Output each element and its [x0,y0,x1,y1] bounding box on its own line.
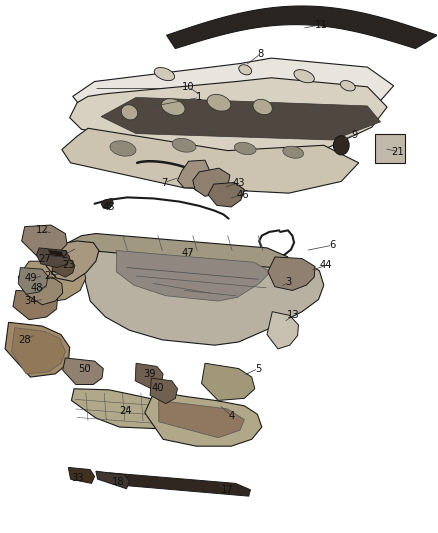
Ellipse shape [239,64,251,75]
Polygon shape [159,400,244,438]
Text: 28: 28 [18,335,31,345]
Text: 50: 50 [78,364,91,374]
Polygon shape [208,182,244,207]
Text: 17: 17 [221,485,234,495]
Text: 40: 40 [152,383,164,393]
Polygon shape [64,233,288,268]
Text: 5: 5 [255,364,261,374]
Text: 1: 1 [196,92,202,102]
Polygon shape [68,467,95,483]
Polygon shape [96,471,130,489]
Text: 10: 10 [182,82,195,92]
Text: 43: 43 [233,177,245,188]
Ellipse shape [234,142,256,155]
FancyBboxPatch shape [375,134,405,163]
Text: 6: 6 [329,240,336,250]
Polygon shape [48,249,64,257]
Polygon shape [145,391,262,446]
Polygon shape [18,268,48,294]
Polygon shape [12,328,65,374]
Polygon shape [105,473,251,496]
Polygon shape [13,290,57,320]
Text: 11: 11 [315,20,328,30]
Ellipse shape [110,141,136,156]
Ellipse shape [121,105,138,120]
Polygon shape [36,248,70,268]
Ellipse shape [207,94,231,111]
Text: 34: 34 [24,296,37,306]
Text: 13: 13 [287,310,300,320]
Polygon shape [177,160,210,191]
Polygon shape [18,261,86,303]
Text: 8: 8 [258,49,264,59]
Circle shape [333,136,349,155]
Polygon shape [268,257,315,290]
Polygon shape [71,389,177,429]
Ellipse shape [294,70,314,83]
Text: 3: 3 [286,278,292,287]
Text: 39: 39 [143,369,155,379]
Text: 2: 2 [61,250,67,260]
Text: 4: 4 [229,411,235,422]
Ellipse shape [253,99,272,115]
Text: 48: 48 [30,283,43,293]
Polygon shape [52,257,75,277]
Polygon shape [193,168,230,196]
Polygon shape [43,241,99,281]
Ellipse shape [340,80,355,91]
Text: 27: 27 [38,254,51,263]
Polygon shape [21,225,67,257]
Text: 9: 9 [351,130,357,140]
Text: 49: 49 [24,273,37,283]
Polygon shape [70,78,387,152]
Polygon shape [166,6,437,49]
Polygon shape [62,128,359,193]
Ellipse shape [283,146,304,158]
Polygon shape [5,322,70,377]
Polygon shape [117,251,271,301]
Text: 24: 24 [119,406,131,416]
Text: 25: 25 [45,271,57,281]
Text: 21: 21 [392,147,404,157]
Ellipse shape [172,139,196,152]
Text: 47: 47 [181,248,194,258]
Ellipse shape [154,68,175,80]
Text: 12: 12 [36,225,49,236]
Polygon shape [63,358,103,384]
Ellipse shape [161,99,185,115]
Polygon shape [73,58,394,130]
Text: 7: 7 [161,177,168,188]
Polygon shape [201,364,255,400]
Polygon shape [267,312,298,349]
Polygon shape [101,98,381,140]
Text: 33: 33 [71,473,83,483]
Text: 46: 46 [237,190,249,200]
Text: 18: 18 [112,477,125,487]
Polygon shape [150,378,177,403]
Text: 45: 45 [102,202,115,212]
Polygon shape [101,198,113,209]
Polygon shape [135,364,163,389]
Polygon shape [25,277,63,305]
Text: 23: 23 [62,261,75,270]
Polygon shape [83,241,324,345]
Text: 44: 44 [320,261,332,270]
